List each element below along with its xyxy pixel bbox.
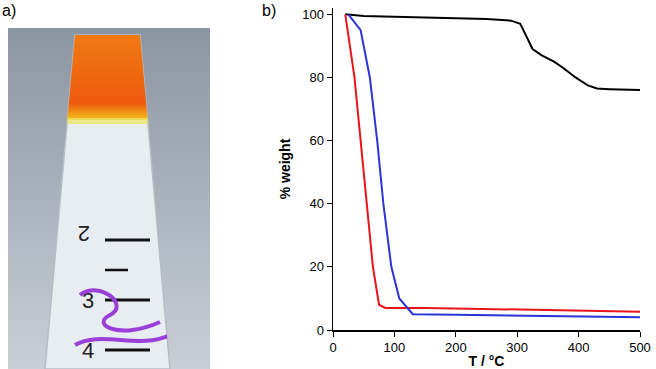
html-text:b): b) [262,2,277,19]
svg-text:20: 20 [309,259,323,274]
html-text:a): a) [2,2,17,19]
svg-text:400: 400 [568,340,590,355]
svg-text:3: 3 [82,288,95,313]
svg-text:0: 0 [329,340,336,355]
svg-text:100: 100 [302,7,324,22]
svg-text:% weight: % weight [277,138,293,199]
svg-text:60: 60 [309,133,323,148]
svg-text:200: 200 [445,340,467,355]
svg-text:0: 0 [317,323,324,338]
svg-text:100: 100 [384,340,406,355]
svg-text:4: 4 [82,338,95,363]
svg-text:500: 500 [629,340,651,355]
svg-text:40: 40 [309,196,323,211]
svg-text:80: 80 [309,70,323,85]
svg-text:2: 2 [78,221,90,246]
svg-text:300: 300 [506,340,528,355]
svg-text:T / °C: T / °C [469,353,505,369]
